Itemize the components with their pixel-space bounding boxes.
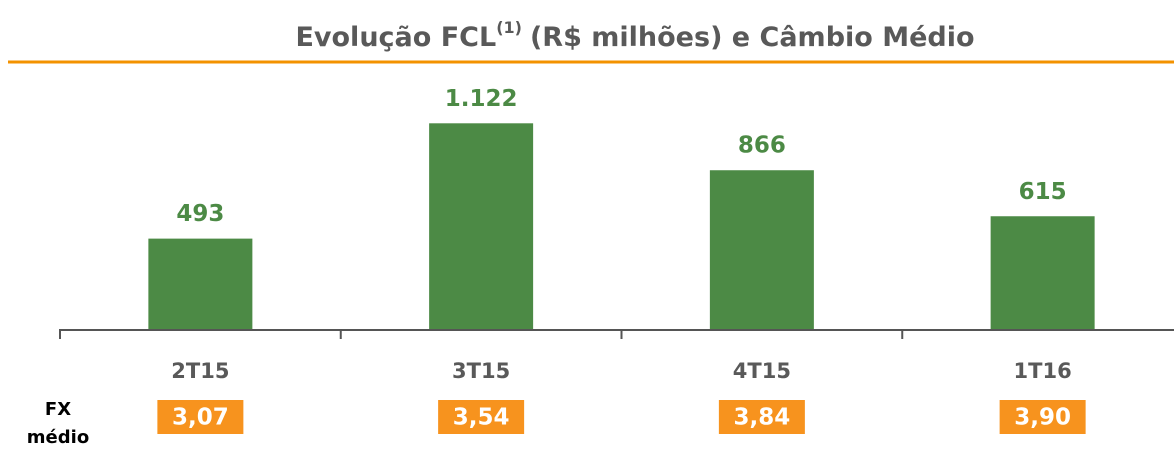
x-tick-label: 1T16 bbox=[1014, 359, 1072, 383]
fx-value-label: 3,54 bbox=[453, 405, 510, 431]
fx-box bbox=[157, 400, 244, 434]
value-label: 615 bbox=[1019, 179, 1067, 205]
bar bbox=[990, 216, 1095, 329]
fx-value-label: 3,07 bbox=[172, 405, 229, 431]
value-label: 493 bbox=[176, 201, 224, 227]
fx-box bbox=[438, 400, 525, 434]
x-tick-label: 2T15 bbox=[171, 359, 229, 383]
bar bbox=[709, 170, 814, 329]
bar bbox=[429, 123, 534, 329]
fx-label: FX bbox=[45, 399, 71, 420]
fx-box bbox=[999, 400, 1086, 434]
title-main: Evolução FCL bbox=[295, 22, 496, 53]
chart-title: Evolução FCL(1) (R$ milhões) e Câmbio Méd… bbox=[295, 18, 974, 53]
x-tick-label: 3T15 bbox=[452, 359, 510, 383]
bar bbox=[148, 238, 253, 329]
fx-value-label: 3,90 bbox=[1014, 405, 1071, 431]
fx-box bbox=[718, 400, 805, 434]
fx-value-label: 3,84 bbox=[734, 405, 791, 431]
title-rest: (R$ milhões) e Câmbio Médio bbox=[530, 22, 975, 53]
title-superscript: (1) bbox=[496, 18, 522, 37]
fx-label: médio bbox=[27, 427, 89, 448]
x-tick-label: 4T15 bbox=[733, 359, 791, 383]
value-label: 1.122 bbox=[445, 86, 518, 112]
value-label: 866 bbox=[738, 133, 786, 159]
